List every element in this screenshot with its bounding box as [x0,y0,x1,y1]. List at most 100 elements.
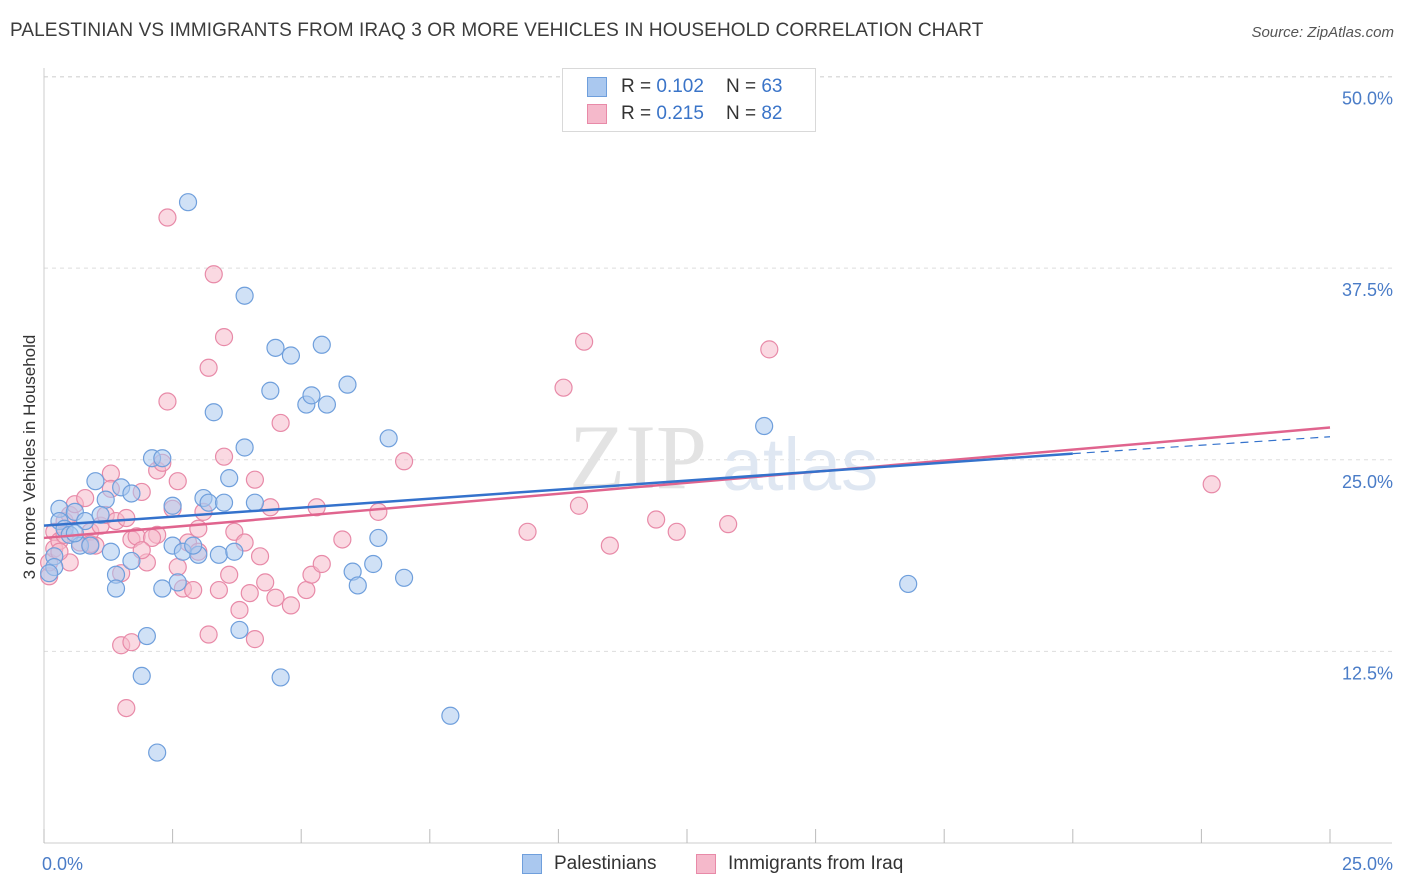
y-tick-label: 37.5% [1342,280,1393,300]
palestinian-point [230,620,249,640]
iraq-point [250,547,270,566]
iraq-point [158,392,177,411]
palestinian-point [338,375,357,394]
palestinian-point [137,626,156,646]
iraq-swatch [587,104,607,124]
iraq-point [281,596,301,615]
palestinian-point [153,449,172,468]
iraq-point [204,265,223,284]
chart-title: PALESTINIAN VS IMMIGRANTS FROM IRAQ 3 OR… [10,20,984,41]
palestinian-point [317,395,337,414]
iraq-point [667,522,686,541]
axes [43,68,1392,844]
iraq-point [760,340,779,359]
palestinian-point [245,493,265,512]
palestinian-point [225,542,244,561]
iraq-point [647,510,666,529]
iraq-point [256,573,275,592]
palestinian-point [40,564,59,583]
palestinian-point [132,666,151,686]
palestinian-point [266,338,285,357]
iraq-point [158,208,177,227]
iraq-point [230,600,249,620]
iraq-point [261,498,280,517]
iraq-point [271,413,290,433]
x-tick-label: 25.0% [1342,854,1393,874]
palestinian-point [379,429,398,448]
iraq-point [245,470,265,489]
legend-item-palestinians: Palestinians [522,851,656,877]
palestinian-point [220,469,239,488]
palestinian-point [235,438,254,457]
iraq-point [122,633,141,652]
n-value: 82 [761,103,783,124]
palestinians-legend-swatch [522,854,542,874]
n-label: N = [725,103,757,124]
gridlines [44,76,1392,652]
iraq-point [214,328,234,347]
iraq-point [518,522,537,541]
palestinian-point [312,335,331,354]
iraq-point [575,332,594,351]
palestinian-point [81,536,100,555]
iraq-point [117,508,136,528]
palestinian-point [91,505,110,525]
palestinian-point [168,573,187,592]
palestinian-point [148,743,167,762]
n-label: N = [725,76,757,97]
palestinians-swatch [587,77,607,97]
r-label: R = [621,76,652,97]
iraq-point [569,496,589,515]
palestinian-point [755,416,774,436]
watermark: ZIP atlas [569,406,878,508]
n-value: 63 [761,76,783,97]
stats-legend: R = 0.102 N = 63 R = 0.215 N = 82 [562,68,816,132]
iraq-point [199,625,218,644]
iraq-point [1202,475,1221,494]
palestinian-point [199,493,218,512]
r-value: 0.215 [656,103,704,124]
iraq-point [719,515,738,534]
palestinian-point [899,574,918,594]
iraq-point [117,698,136,718]
r-label: R = [621,103,652,124]
source-label: Source: ZipAtlas.com [1251,24,1394,41]
iraq-point [369,502,388,521]
y-tick-label: 12.5% [1342,663,1393,683]
palestinian-point [271,668,290,687]
y-tick-label: 25.0% [1342,472,1393,492]
palestinian-point [153,579,172,598]
palestinian-point [204,403,223,422]
iraq-legend-label: Immigrants from Iraq [728,853,904,874]
palestinian-point [209,545,228,564]
palestinian-point [96,490,115,509]
trend-lines [43,426,1331,540]
palestinian-trend-extension [1072,436,1331,455]
watermark-atlas: atlas [722,423,878,506]
iraq-point [189,519,208,538]
iraq-point [312,554,331,574]
palestinian-point [369,528,388,548]
iraq-point [394,452,414,471]
legend-row-iraq: R = 0.215 N = 82 [587,102,782,126]
palestinian-point [65,524,84,543]
iraq-point [168,472,187,491]
palestinian-point [364,554,383,574]
palestinian-point [261,381,280,400]
iraq-point [266,588,285,607]
x-tick-label: 0.0% [42,854,83,874]
palestinian-point [178,193,198,212]
iraq-legend-swatch [696,854,716,874]
iraq-point [76,488,95,508]
legend-row-palestinians: R = 0.102 N = 63 [587,75,782,99]
r-value: 0.102 [656,76,704,97]
iraq-point [333,530,352,549]
palestinian-point [214,493,234,512]
iraq-point [240,584,259,603]
x-tick-labels: 0.0% 25.0% [42,854,1393,874]
palestinian-point [302,386,321,405]
palestinian-point [394,568,414,587]
palestinian-point [235,286,254,305]
y-tick-label: 50.0% [1342,89,1393,109]
iraq-point [554,378,573,397]
